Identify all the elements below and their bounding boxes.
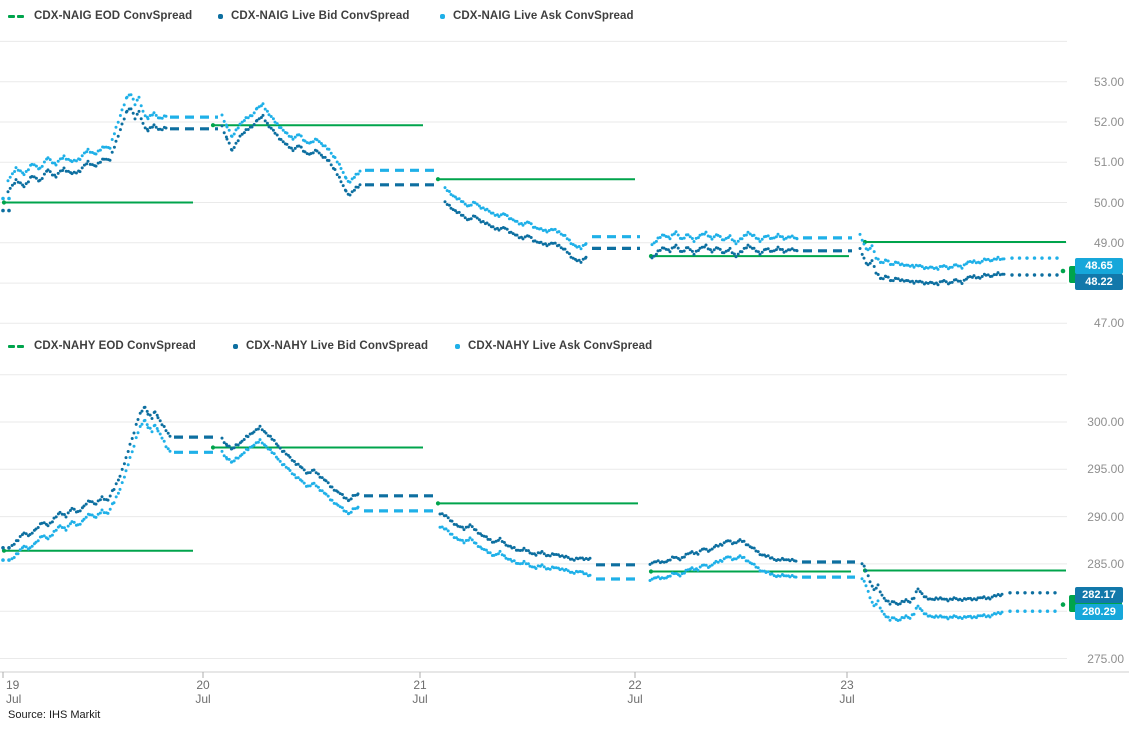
y-axis-tick-label: 50.00 [1093,196,1124,210]
source-note: Source: IHS Markit [8,709,101,721]
x-axis-tick-label: 22 Jul [627,678,643,706]
y-axis-tick-label: 49.00 [1093,236,1124,250]
y-axis-tick-label: 285.00 [1087,557,1124,571]
x-axis-tick-label: 23 Jul [839,678,855,706]
ask-last-value-badge: 280.29 [1075,604,1123,620]
legend-item-naig-eod[interactable]: CDX-NAIG EOD ConvSpread [8,8,192,24]
y-axis-tick-label: 275.00 [1087,652,1124,666]
bid-last-value-badge: 48.22 [1075,274,1123,290]
naig-legend: CDX-NAIG EOD ConvSpread CDX-NAIG Live Bi… [0,8,1129,26]
y-axis-tick-label: 53.00 [1093,75,1124,89]
y-axis-tick-label: 295.00 [1087,462,1124,476]
nahy-bid-series [1,405,1057,606]
legend-item-naig-bid[interactable]: CDX-NAIG Live Bid ConvSpread [218,8,410,24]
x-axis-tick-label: 21 Jul [412,678,428,706]
x-axis-tick-label: 19 Jul [6,678,22,706]
legend-item-nahy-eod[interactable]: CDX-NAHY EOD ConvSpread [8,338,196,354]
nahy-ask-series [1,418,1057,622]
gridlines [0,374,1067,659]
y-axis-tick-label: 300.00 [1087,415,1124,429]
naig-ask-series [1,93,1059,271]
y-axis-tick-label: 290.00 [1087,510,1124,524]
ask-last-value-badge: 48.65 [1075,258,1123,274]
nahy-eod-series [1,445,1066,607]
legend-label: CDX-NAHY Live Bid ConvSpread [246,340,429,352]
naig-eod-series [1,123,1066,274]
x-axis [0,671,1129,678]
legend-label: CDX-NAIG Live Bid ConvSpread [231,10,410,22]
bid-last-value-badge: 282.17 [1075,587,1123,603]
y-axis-tick-label: 47.00 [1093,316,1124,330]
bid-dot-marker-icon [233,343,238,349]
legend-label: CDX-NAIG Live Ask ConvSpread [453,10,634,22]
nahy-legend: CDX-NAHY EOD ConvSpread CDX-NAHY Live Bi… [0,338,1129,356]
legend-item-naig-ask[interactable]: CDX-NAIG Live Ask ConvSpread [440,8,634,24]
legend-label: CDX-NAHY Live Ask ConvSpread [468,340,653,352]
legend-label: CDX-NAIG EOD ConvSpread [34,10,193,22]
legend-item-nahy-ask[interactable]: CDX-NAHY Live Ask ConvSpread [455,338,652,354]
legend-item-nahy-bid[interactable]: CDX-NAHY Live Bid ConvSpread [233,338,428,354]
eod-line-marker-icon [8,14,26,18]
legend-label: CDX-NAHY EOD ConvSpread [34,340,196,352]
naig-bid-series [1,107,1059,287]
y-axis-tick-label: 51.00 [1093,155,1124,169]
eod-line-marker-icon [8,344,26,348]
ask-dot-marker-icon [455,343,460,349]
bid-dot-marker-icon [218,13,223,19]
ask-dot-marker-icon [440,13,445,19]
y-axis-tick-label: 52.00 [1093,115,1124,129]
x-axis-tick-label: 20 Jul [195,678,211,706]
